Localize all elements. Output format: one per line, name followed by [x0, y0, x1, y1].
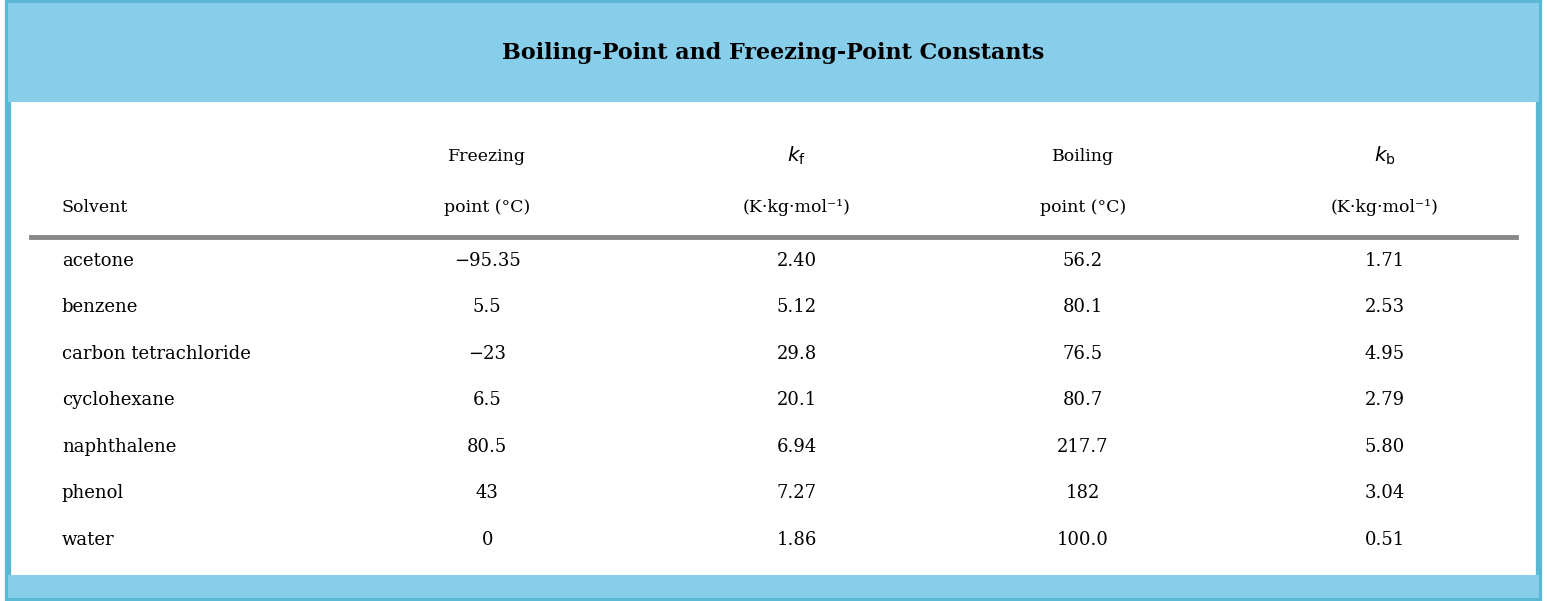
Text: (K·kg·mol⁻¹): (K·kg·mol⁻¹) — [1330, 199, 1439, 216]
Text: Freezing: Freezing — [449, 148, 526, 165]
FancyBboxPatch shape — [8, 3, 1539, 102]
Text: (K·kg·mol⁻¹): (K·kg·mol⁻¹) — [743, 199, 851, 216]
Text: point (°C): point (°C) — [1040, 199, 1126, 216]
Text: 4.95: 4.95 — [1364, 345, 1405, 363]
Text: 5.12: 5.12 — [777, 298, 817, 316]
Text: carbon tetrachloride: carbon tetrachloride — [62, 345, 251, 363]
Text: point (°C): point (°C) — [444, 199, 531, 216]
Text: 2.40: 2.40 — [777, 252, 817, 270]
Text: 2.79: 2.79 — [1364, 391, 1405, 409]
Text: 0.51: 0.51 — [1364, 531, 1405, 549]
Text: 6.94: 6.94 — [777, 438, 817, 456]
Text: 6.5: 6.5 — [473, 391, 501, 409]
Text: 0: 0 — [481, 531, 493, 549]
Text: Boiling: Boiling — [1052, 148, 1114, 165]
Text: −95.35: −95.35 — [453, 252, 521, 270]
Text: 5.80: 5.80 — [1364, 438, 1405, 456]
Text: 29.8: 29.8 — [777, 345, 817, 363]
Text: 182: 182 — [1066, 484, 1100, 502]
Text: $\mathit{k}_{\mathrm{f}}$: $\mathit{k}_{\mathrm{f}}$ — [787, 145, 806, 168]
Text: Boiling-Point and Freezing-Point Constants: Boiling-Point and Freezing-Point Constan… — [503, 41, 1044, 64]
Text: −23: −23 — [469, 345, 506, 363]
Text: naphthalene: naphthalene — [62, 438, 176, 456]
Text: water: water — [62, 531, 114, 549]
Text: acetone: acetone — [62, 252, 133, 270]
FancyBboxPatch shape — [8, 575, 1539, 598]
Text: 56.2: 56.2 — [1063, 252, 1103, 270]
Text: 1.71: 1.71 — [1364, 252, 1405, 270]
Text: 3.04: 3.04 — [1364, 484, 1405, 502]
Text: benzene: benzene — [62, 298, 138, 316]
Text: 5.5: 5.5 — [473, 298, 501, 316]
FancyBboxPatch shape — [8, 3, 1539, 598]
Text: 20.1: 20.1 — [777, 391, 817, 409]
Text: 7.27: 7.27 — [777, 484, 817, 502]
Text: 43: 43 — [476, 484, 498, 502]
Text: $\mathit{k}_{\mathrm{b}}$: $\mathit{k}_{\mathrm{b}}$ — [1374, 145, 1395, 168]
Text: Solvent: Solvent — [62, 199, 128, 216]
Text: 80.5: 80.5 — [467, 438, 507, 456]
Text: 80.1: 80.1 — [1063, 298, 1103, 316]
Text: 217.7: 217.7 — [1057, 438, 1109, 456]
Text: 2.53: 2.53 — [1364, 298, 1405, 316]
Text: 76.5: 76.5 — [1063, 345, 1103, 363]
Text: 80.7: 80.7 — [1063, 391, 1103, 409]
Text: 1.86: 1.86 — [777, 531, 817, 549]
Text: phenol: phenol — [62, 484, 124, 502]
Text: 100.0: 100.0 — [1057, 531, 1109, 549]
Text: cyclohexane: cyclohexane — [62, 391, 175, 409]
